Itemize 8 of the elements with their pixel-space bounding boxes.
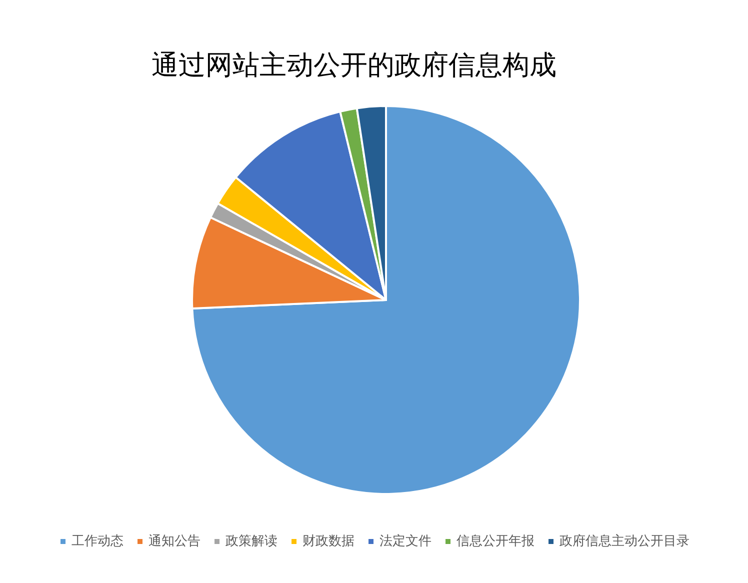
legend-label: 工作动态 [72,534,124,549]
legend-label: 政策解读 [226,534,278,549]
legend-label: 法定文件 [380,534,432,549]
legend-label: 通知公告 [148,534,200,549]
legend-label: 信息公开年报 [456,534,534,549]
legend-label: 政府信息主动公开目录 [560,533,690,549]
legend-label: 财政数据 [302,534,354,549]
chart-title: 通过网站主动公开的政府信息构成 [152,50,556,81]
